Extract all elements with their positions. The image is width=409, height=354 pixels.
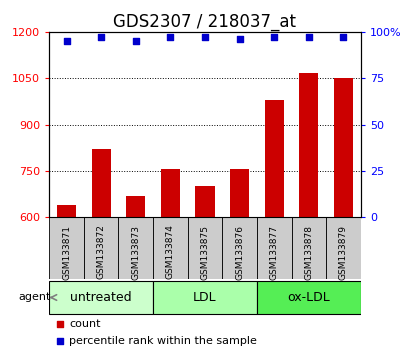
Bar bbox=[118, 217, 153, 279]
Point bbox=[63, 38, 70, 44]
Bar bbox=[91, 149, 110, 217]
Text: ox-LDL: ox-LDL bbox=[287, 291, 329, 304]
Bar bbox=[153, 217, 187, 279]
Text: untreated: untreated bbox=[70, 291, 132, 304]
Point bbox=[201, 35, 208, 40]
Bar bbox=[299, 73, 318, 217]
Text: GSM133875: GSM133875 bbox=[200, 224, 209, 280]
Bar bbox=[49, 217, 83, 279]
Text: GSM133871: GSM133871 bbox=[62, 224, 71, 280]
Bar bbox=[83, 217, 118, 279]
Point bbox=[98, 35, 104, 40]
Bar bbox=[187, 217, 222, 279]
Title: GDS2307 / 218037_at: GDS2307 / 218037_at bbox=[113, 13, 296, 30]
Text: GSM133877: GSM133877 bbox=[269, 224, 278, 280]
Text: LDL: LDL bbox=[193, 291, 216, 304]
Point bbox=[57, 338, 63, 344]
Text: percentile rank within the sample: percentile rank within the sample bbox=[69, 336, 257, 346]
Bar bbox=[153, 281, 256, 314]
Bar bbox=[326, 217, 360, 279]
Point bbox=[305, 35, 311, 40]
Point bbox=[236, 36, 242, 42]
Bar bbox=[195, 186, 214, 217]
Point bbox=[57, 321, 63, 327]
Bar bbox=[222, 217, 256, 279]
Text: agent: agent bbox=[18, 292, 51, 303]
Bar bbox=[256, 217, 291, 279]
Point bbox=[339, 35, 346, 40]
Point bbox=[167, 35, 173, 40]
Bar bbox=[57, 205, 76, 217]
Text: GSM133878: GSM133878 bbox=[303, 224, 312, 280]
Bar bbox=[126, 196, 145, 217]
Bar bbox=[256, 281, 360, 314]
Text: GSM133873: GSM133873 bbox=[131, 224, 140, 280]
Text: GSM133879: GSM133879 bbox=[338, 224, 347, 280]
Text: GSM133872: GSM133872 bbox=[97, 224, 106, 279]
Bar bbox=[49, 281, 153, 314]
Text: count: count bbox=[69, 319, 101, 329]
Bar bbox=[333, 78, 352, 217]
Bar bbox=[160, 169, 180, 217]
Bar bbox=[291, 217, 326, 279]
Text: GSM133876: GSM133876 bbox=[234, 224, 243, 280]
Point bbox=[270, 35, 277, 40]
Bar bbox=[229, 169, 249, 217]
Point bbox=[132, 38, 139, 44]
Bar bbox=[264, 101, 283, 217]
Text: GSM133874: GSM133874 bbox=[166, 224, 175, 279]
